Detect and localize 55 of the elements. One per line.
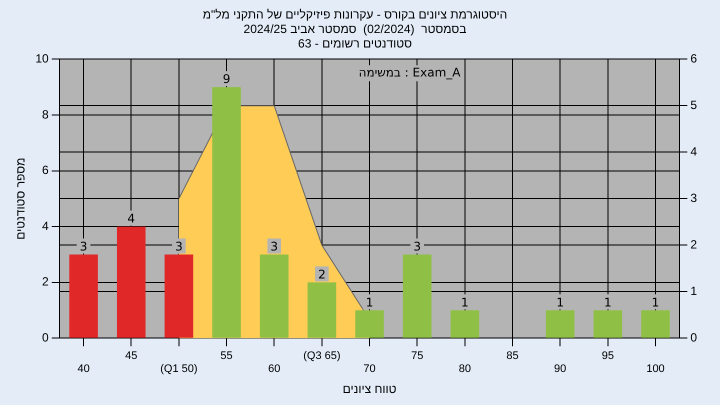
y2-tick-label: 3	[690, 191, 698, 206]
data-label: 3	[413, 240, 422, 254]
y2-tick-label: 1	[690, 284, 698, 298]
data-label: 3	[270, 240, 278, 254]
y-axis-title: מספר סטודנטים	[14, 158, 28, 240]
bar	[546, 310, 574, 338]
bar	[594, 310, 622, 338]
data-label: 3	[175, 240, 183, 254]
x-tick-label: 55	[220, 350, 233, 362]
annotation: במשימה : Exam_A	[358, 65, 462, 80]
data-label: 9	[222, 72, 230, 86]
data-label: 4	[127, 212, 136, 226]
x-tick-label: 70	[363, 363, 376, 376]
data-label: 1	[366, 295, 374, 310]
x-tick-label: 80	[458, 363, 471, 376]
x-tick-label: 45	[125, 350, 138, 362]
y-tick-label: 10	[35, 52, 50, 66]
y-tick-label: 4	[42, 218, 50, 233]
bar	[308, 282, 336, 338]
x-tick-label: 85	[506, 350, 519, 362]
data-label: 1	[652, 295, 660, 310]
bar	[450, 310, 480, 338]
bar	[164, 254, 194, 338]
y-tick-label: 2	[42, 274, 50, 289]
bar	[116, 226, 146, 338]
x-tick-label: 95	[602, 350, 614, 362]
y-tick-label: 0	[42, 330, 50, 345]
bar	[69, 254, 98, 338]
chart-subtitle: בסמסטר (02/2024) סמסטר אביב 2024/25 סטודנטים רשומים - 63	[244, 22, 466, 50]
data-label: 1	[556, 295, 564, 310]
x-tick-label: 90	[554, 363, 566, 376]
y2-tick-label: 0	[690, 330, 698, 345]
y-tick-label: 8	[42, 107, 50, 122]
chart-title: היסטוגרמת ציונים בקורס - עקרונות פיזיקליים של התקני מל"מ	[202, 8, 508, 22]
bar	[641, 310, 670, 338]
bar	[260, 254, 289, 338]
x-tick-label: 60	[268, 363, 280, 376]
bar	[355, 310, 384, 338]
data-label: 2	[318, 268, 326, 282]
bar	[212, 87, 241, 338]
y2-tick-label: 4	[690, 144, 698, 159]
data-label: 1	[461, 295, 469, 310]
x-tick-label: (Q1 50)	[160, 363, 198, 376]
y2-tick-label: 2	[690, 238, 698, 252]
x-tick-label: 75	[411, 350, 424, 362]
data-label: 1	[604, 295, 612, 310]
y2-tick-label: 5	[690, 98, 698, 112]
y-tick-label: 6	[42, 163, 50, 178]
x-axis-title: טווח ציונים	[342, 382, 397, 396]
y2-tick-label: 6	[690, 52, 698, 66]
x-tick-label: 100	[646, 363, 665, 376]
x-tick-label: 40	[77, 363, 90, 376]
x-tick-label: (Q3 65)	[303, 350, 341, 362]
bar	[402, 254, 432, 338]
data-label: 3	[80, 240, 88, 254]
